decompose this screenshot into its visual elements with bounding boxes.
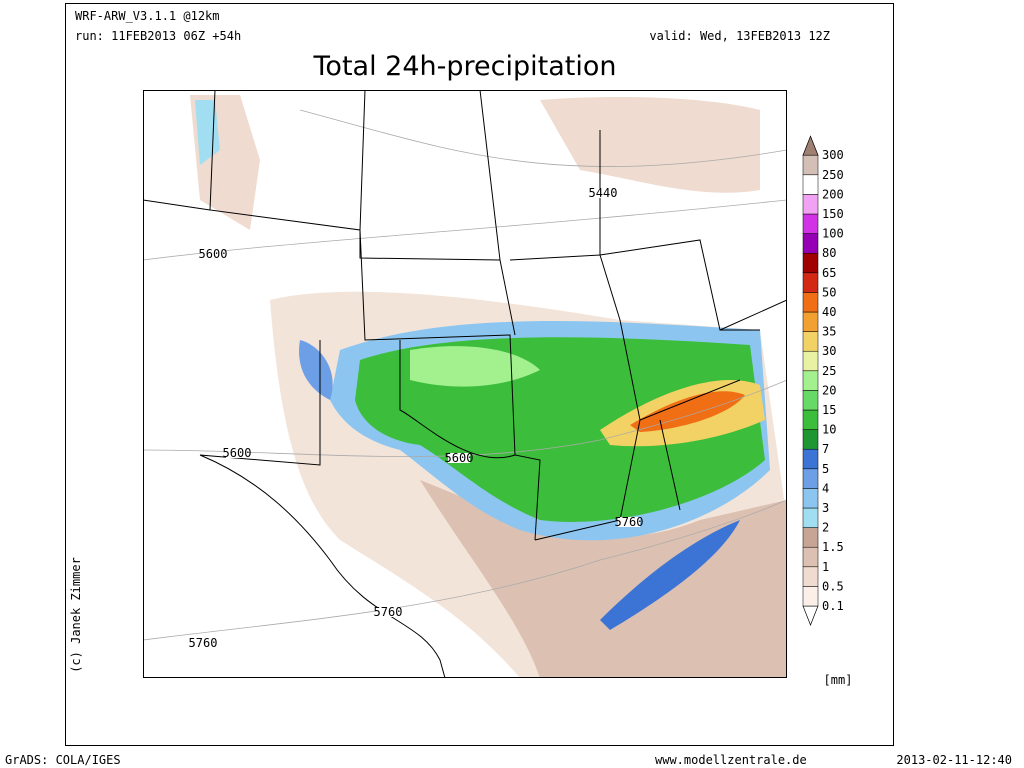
colorbar-swatch	[802, 311, 819, 332]
colorbar-swatch	[802, 507, 819, 528]
colorbar-label: 50	[822, 285, 836, 299]
precip-area	[600, 520, 740, 630]
colorbar-swatch	[802, 586, 819, 607]
colorbar-label: 40	[822, 305, 836, 319]
colorbar-label: 2	[822, 521, 829, 535]
colorbar-label: 30	[822, 344, 836, 358]
frame	[65, 3, 894, 746]
precip-area	[630, 391, 745, 432]
valid-info: valid: Wed, 13FEB2013 12Z	[649, 29, 830, 43]
colorbar-swatch	[802, 154, 819, 176]
credit: (c) Janek Zimmer	[69, 557, 83, 673]
contour-label: 5600	[445, 451, 474, 465]
precip-area	[540, 97, 760, 193]
colorbar-label: 100	[822, 227, 844, 241]
colorbar-swatch	[802, 331, 819, 352]
contour-label-bg	[618, 517, 640, 527]
colorbar-label: 5	[822, 462, 829, 476]
colorbar-label: 15	[822, 403, 836, 417]
colorbar-label: 0.1	[822, 599, 844, 613]
colorbar-label: 3	[822, 501, 829, 515]
colorbar-swatch	[802, 213, 819, 234]
contour	[299, 109, 787, 167]
footer-center: www.modellzentrale.de	[655, 753, 807, 767]
colorbar-label: 150	[822, 207, 844, 221]
colorbar-swatch	[802, 566, 819, 587]
colorbar-swatch	[802, 233, 819, 254]
colorbar-swatch	[802, 429, 819, 450]
map-frame	[143, 90, 787, 678]
colorbar-swatch	[802, 252, 819, 274]
colorbar-label: 65	[822, 266, 836, 280]
colorbar-label: 80	[822, 246, 836, 260]
colorbar-label: 200	[822, 187, 844, 201]
colorbar-label: 4	[822, 481, 829, 495]
colorbar-under	[802, 605, 819, 626]
colorbar-label: 25	[822, 364, 836, 378]
precip-area	[299, 340, 333, 400]
colorbar-label: 250	[822, 168, 844, 182]
colorbar-swatch	[802, 390, 819, 411]
colorbar-swatch	[802, 350, 819, 372]
colorbar-label: 35	[822, 325, 836, 339]
contour-label: 5760	[615, 515, 644, 529]
colorbar-swatch	[802, 194, 819, 215]
precip-area	[420, 480, 787, 678]
colorbar-swatch	[802, 370, 819, 391]
contour-label: 5760	[374, 605, 403, 619]
legend-unit: [mm]	[824, 673, 853, 687]
colorbar-label: 300	[822, 148, 844, 162]
colorbar-label: 20	[822, 383, 836, 397]
model-info: WRF-ARW_V3.1.1 @12km	[75, 9, 220, 23]
colorbar-label: 10	[822, 423, 836, 437]
contour-label: 5600	[223, 446, 252, 460]
colorbar-swatch	[802, 468, 819, 489]
contour-label: 5600	[199, 247, 228, 261]
map: 5440 5600 5600 5600 5760 5760 5760	[143, 90, 787, 678]
colorbar-swatch	[802, 448, 819, 470]
colorbar-swatch	[802, 174, 819, 195]
colorbar-label: 1.5	[822, 540, 844, 554]
state-border	[143, 90, 787, 678]
contour-label-bg	[192, 638, 214, 648]
colorbar-label: 0.5	[822, 579, 844, 593]
footer-right: 2013-02-11-12:40	[896, 753, 1012, 767]
colorbar-label: 1	[822, 560, 829, 574]
contour	[143, 379, 787, 457]
contour-label: 5440	[589, 186, 618, 200]
colorbar-swatch	[802, 292, 819, 313]
contour-label-bg	[448, 453, 470, 463]
title: Total 24h-precipitation	[313, 51, 617, 82]
precip-area	[410, 346, 540, 387]
colorbar-swatch	[802, 546, 819, 568]
contour	[143, 499, 787, 641]
colorbar-swatch	[802, 272, 819, 293]
colorbar-over	[802, 135, 819, 156]
contour-label: 5760	[189, 636, 218, 650]
contour-label-bg	[202, 249, 224, 259]
footer-left: GrADS: COLA/IGES	[5, 753, 121, 767]
contour-label-bg	[592, 188, 614, 198]
contour-label-bg	[377, 607, 399, 617]
contour-label-bg	[226, 448, 248, 458]
colorbar-swatch	[802, 409, 819, 430]
colorbar-label: 7	[822, 442, 829, 456]
run-info: run: 11FEB2013 06Z +54h	[75, 29, 241, 43]
colorbar-swatch	[802, 527, 819, 548]
colorbar-swatch	[802, 488, 819, 509]
